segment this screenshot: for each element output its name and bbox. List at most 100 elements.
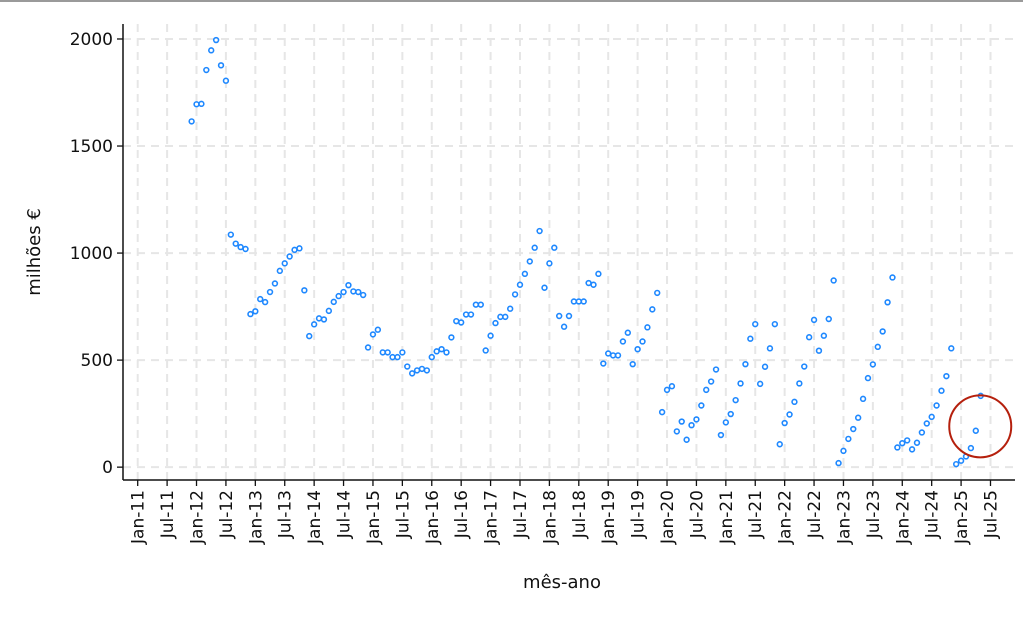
data-point — [330, 298, 337, 306]
data-point — [580, 298, 587, 305]
data-point — [261, 298, 269, 306]
data-point — [786, 411, 793, 418]
data-point — [678, 418, 685, 425]
data-point — [663, 386, 671, 394]
x-tick-label: Jul-20 — [687, 490, 707, 539]
data-point — [791, 398, 798, 406]
data-point — [208, 47, 215, 54]
data-point — [894, 444, 901, 451]
data-point — [614, 352, 622, 359]
data-point — [634, 345, 641, 353]
highlight-circle — [948, 394, 1013, 459]
x-tick-label: Jan-12 — [188, 490, 208, 545]
x-tick-label: Jul-18 — [570, 490, 590, 539]
data-point — [781, 419, 788, 427]
data-point — [443, 349, 450, 356]
data-point — [482, 347, 489, 354]
data-point — [752, 320, 759, 328]
data-point — [340, 288, 347, 296]
data-point — [605, 350, 612, 357]
data-point — [541, 284, 548, 291]
data-point — [756, 380, 764, 388]
data-point — [644, 324, 651, 331]
x-tick-label: Jul-16 — [452, 490, 472, 539]
data-point — [737, 380, 744, 387]
x-tick-label: Jul-17 — [511, 490, 531, 539]
data-point — [457, 319, 465, 326]
x-tick-label: Jan-21 — [717, 490, 737, 545]
x-tick-label: Jul-12 — [217, 490, 237, 539]
data-point — [923, 420, 930, 427]
data-point — [658, 408, 666, 416]
data-point — [281, 260, 288, 267]
data-point — [595, 270, 602, 278]
data-point — [609, 352, 617, 359]
data-point — [536, 227, 543, 235]
data-point — [217, 62, 225, 69]
x-tick-label: Jan-24 — [893, 490, 913, 545]
data-point — [560, 323, 568, 330]
data-point — [511, 291, 519, 298]
data-point — [423, 367, 431, 374]
y-tick-label: 2000 — [70, 30, 113, 50]
data-point — [438, 345, 445, 353]
data-point — [805, 334, 813, 341]
x-tick-label: Jan-13 — [246, 490, 266, 545]
data-point — [854, 414, 862, 421]
data-point — [903, 437, 911, 444]
data-point — [825, 315, 832, 323]
x-tick-label: Jul-13 — [276, 490, 296, 539]
data-point — [948, 345, 955, 352]
data-point — [237, 243, 244, 251]
x-tick-label: Jan-19 — [599, 490, 619, 545]
y-tick-label: 1500 — [70, 137, 113, 157]
data-point — [477, 301, 484, 308]
data-point — [516, 281, 524, 288]
data-point — [364, 344, 372, 351]
data-point — [404, 363, 411, 370]
data-point — [394, 353, 401, 361]
data-point — [889, 274, 896, 281]
data-point — [884, 299, 891, 306]
x-tick-label: Jul-14 — [335, 490, 355, 539]
data-point — [820, 332, 828, 339]
x-tick-label: Jul-11 — [158, 490, 178, 539]
data-point — [315, 315, 323, 322]
data-point — [624, 329, 632, 336]
data-point — [590, 281, 597, 288]
data-point — [413, 367, 421, 374]
data-point — [776, 441, 783, 448]
data-point — [952, 460, 960, 468]
data-point — [570, 298, 578, 305]
data-point — [668, 383, 676, 390]
data-point — [859, 395, 867, 403]
data-point — [943, 372, 950, 380]
data-point — [707, 378, 715, 385]
data-point — [845, 435, 852, 443]
data-point — [727, 410, 734, 418]
data-point — [232, 240, 239, 247]
data-point — [301, 287, 308, 294]
data-point — [193, 101, 200, 108]
y-tick-label: 500 — [81, 351, 113, 371]
data-point — [418, 365, 426, 373]
data-point — [761, 363, 769, 370]
grid — [123, 24, 1015, 480]
data-point — [531, 244, 538, 251]
data-point — [555, 312, 563, 320]
x-tick-label: Jan-14 — [305, 490, 325, 545]
data-point — [908, 446, 916, 453]
data-point — [673, 428, 681, 435]
x-tick-label: Jul-21 — [746, 490, 766, 539]
y-axis-label: milhões € — [24, 208, 45, 296]
data-point — [551, 244, 558, 251]
data-point — [492, 319, 499, 327]
data-point — [899, 439, 906, 447]
x-tick-label: Jul-22 — [805, 490, 825, 539]
data-point — [521, 270, 529, 278]
data-point — [879, 328, 886, 335]
data-point — [286, 253, 293, 260]
data-point — [600, 360, 607, 367]
x-tick-label: Jul-15 — [393, 490, 413, 539]
data-point — [320, 316, 328, 323]
